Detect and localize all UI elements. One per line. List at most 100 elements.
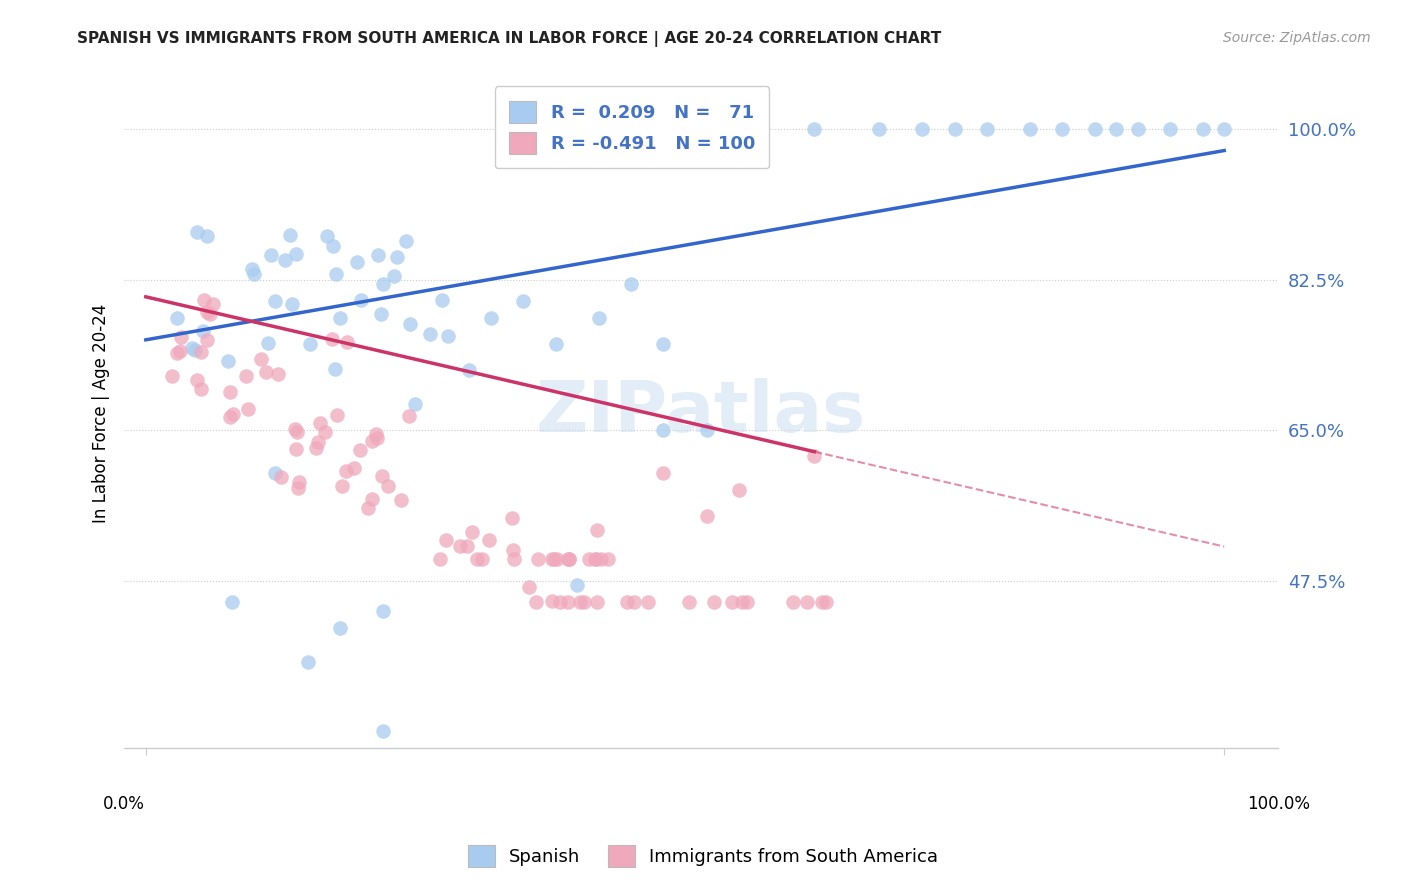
Point [186,373,208,387]
Point [264,294,287,309]
Point [678,595,700,609]
Point [1213,122,1236,136]
Point [517,580,540,594]
Point [170,330,193,344]
Point [585,552,607,566]
Point [616,595,638,609]
Point [364,426,387,441]
Point [243,267,266,281]
Point [546,552,568,566]
Point [321,332,343,346]
Point [335,464,357,478]
Point [803,449,825,463]
Point [526,595,548,609]
Point [449,539,471,553]
Point [190,345,212,359]
Point [314,425,336,439]
Point [598,552,620,566]
Point [323,362,346,376]
Legend: R =  0.209   N =   71, R = -0.491   N = 100: R = 0.209 N = 71, R = -0.491 N = 100 [495,87,769,169]
Point [623,595,645,609]
Point [404,397,426,411]
Point [184,343,207,357]
Point [703,595,725,609]
Point [256,335,278,350]
Point [1126,122,1149,136]
Point [735,595,758,609]
Point [572,595,595,609]
Point [578,552,600,566]
Point [219,410,242,425]
Point [190,382,212,396]
Point [585,595,607,609]
Y-axis label: In Labor Force | Age 20-24: In Labor Force | Age 20-24 [93,303,110,523]
Point [465,552,488,566]
Point [235,368,257,383]
Point [361,492,384,507]
Point [399,317,422,331]
Text: 100.0%: 100.0% [1247,796,1309,814]
Point [1052,122,1074,136]
Point [307,434,329,449]
Point [287,481,309,495]
Point [541,594,564,608]
Point [502,552,524,566]
Point [382,268,405,283]
Point [429,552,451,566]
Point [436,328,458,343]
Point [195,229,218,244]
Point [721,595,744,609]
Point [346,255,368,269]
Point [217,354,239,368]
Point [349,293,371,307]
Point [309,417,332,431]
Point [329,621,352,635]
Point [543,552,565,566]
Point [541,552,564,566]
Text: SPANISH VS IMMIGRANTS FROM SOUTH AMERICA IN LABOR FORCE | AGE 20-24 CORRELATION : SPANISH VS IMMIGRANTS FROM SOUTH AMERICA… [77,31,942,47]
Point [299,337,322,351]
Point [557,595,579,609]
Point [637,595,659,609]
Point [219,384,242,399]
Point [315,229,337,244]
Point [270,469,292,483]
Point [868,122,890,136]
Point [583,552,606,566]
Point [236,401,259,416]
Point [367,248,389,262]
Point [1159,122,1181,136]
Point [242,262,264,277]
Point [731,595,754,609]
Point [544,337,567,351]
Point [371,724,394,739]
Point [512,294,534,309]
Point [385,250,408,264]
Point [193,293,215,308]
Point [398,409,420,423]
Point [456,540,478,554]
Point [377,479,399,493]
Point [479,311,502,326]
Point [325,409,347,423]
Point [976,122,998,136]
Point [588,311,610,326]
Point [361,434,384,449]
Point [370,468,392,483]
Legend: Spanish, Immigrants from South America: Spanish, Immigrants from South America [461,838,945,874]
Point [502,543,524,558]
Point [1084,122,1107,136]
Point [343,460,366,475]
Point [166,311,188,326]
Point [166,346,188,360]
Point [568,595,591,609]
Point [285,425,308,439]
Point [160,369,183,384]
Point [366,431,388,445]
Point [371,604,394,618]
Point [1019,122,1042,136]
Point [461,524,484,539]
Point [458,363,481,377]
Text: ZIPatlas: ZIPatlas [536,378,866,448]
Point [395,234,418,248]
